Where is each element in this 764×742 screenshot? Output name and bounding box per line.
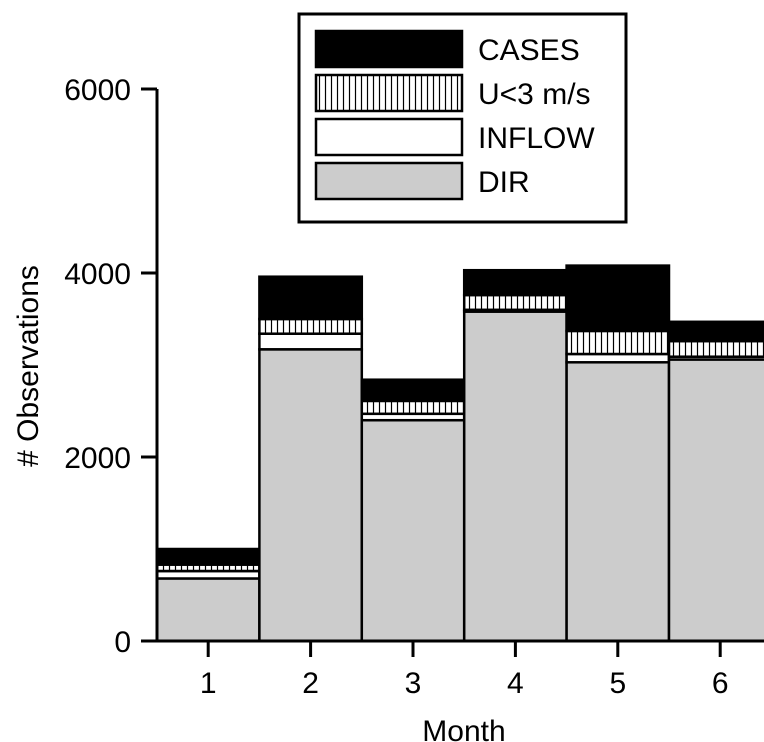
- bar-segment-u-3-m-s-month-3: [360, 399, 466, 416]
- bar-segment-cases-month-3: [360, 378, 466, 403]
- bar-segment-dir-month-3: [360, 418, 466, 643]
- bar-segment-u-3-m-s-month-2: [258, 317, 364, 335]
- bar-segment-cases-month-1: [155, 547, 261, 566]
- legend: CASES U<3 m/s INFLOW DIR: [297, 12, 628, 224]
- x-tick-label-4: 4: [507, 667, 524, 700]
- legend-label-dir: DIR: [478, 166, 530, 199]
- legend-swatch-inflow: [314, 117, 464, 157]
- y-tick-label-2000: 2000: [64, 442, 131, 475]
- x-tick-label-1: 1: [200, 667, 217, 700]
- x-tick-label-5: 5: [609, 667, 626, 700]
- legend-label-u-3-m-s: U<3 m/s: [478, 78, 591, 111]
- bar-segment-u-3-m-s-month-6: [667, 339, 764, 358]
- legend-swatch-u-3-m-s: [314, 73, 464, 113]
- bar-segment-cases-month-4: [462, 268, 568, 297]
- x-axis-title: Month: [422, 715, 505, 742]
- bar-segment-u-3-m-s-month-4: [462, 293, 568, 312]
- bar-segment-cases-month-2: [258, 275, 364, 321]
- y-tick-label-4000: 4000: [64, 258, 131, 291]
- bar-segment-dir-month-4: [462, 310, 568, 643]
- legend-label-inflow: INFLOW: [478, 122, 595, 155]
- x-tick-label-6: 6: [712, 667, 729, 700]
- axes-layer: 0 2000 4000 6000 1 2 3 4 5 6: [64, 74, 764, 700]
- legend-swatch-dir: [314, 161, 464, 201]
- bar-segment-dir-month-1: [155, 577, 261, 643]
- bar-segment-cases-month-6: [667, 320, 764, 343]
- bars-layer: [155, 264, 764, 643]
- bar-segment-dir-month-2: [258, 348, 364, 643]
- y-axis-title: # Observations: [12, 265, 45, 467]
- bar-segment-cases-month-5: [565, 264, 671, 333]
- legend-swatch-cases: [314, 29, 464, 69]
- legend-label-cases: CASES: [478, 34, 580, 67]
- bar-segment-dir-month-6: [667, 358, 764, 643]
- y-tick-label-0: 0: [114, 626, 131, 659]
- bar-segment-u-3-m-s-month-5: [565, 329, 671, 356]
- bar-segment-dir-month-5: [565, 360, 671, 643]
- y-tick-label-6000: 6000: [64, 74, 131, 107]
- x-tick-label-2: 2: [302, 667, 319, 700]
- bar-segment-inflow-month-2: [258, 332, 364, 351]
- x-tick-label-3: 3: [405, 667, 422, 700]
